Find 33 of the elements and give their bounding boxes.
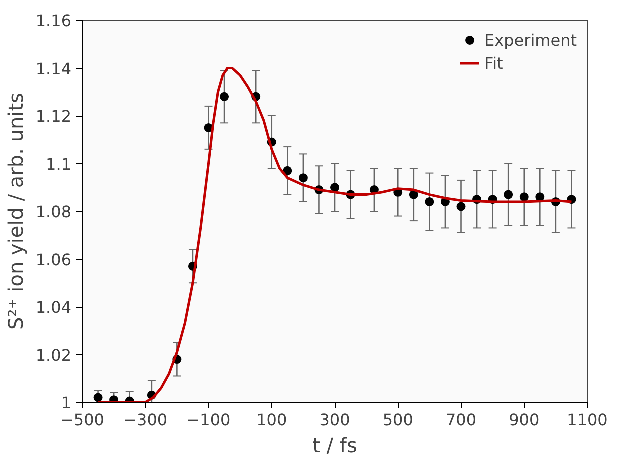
point: [409, 190, 418, 200]
point: [220, 92, 230, 102]
x-axis-title: t / fs: [312, 434, 358, 458]
point: [520, 192, 529, 202]
x-tick-label: −300: [124, 410, 168, 430]
y-tick-label: 1.12: [36, 107, 72, 126]
y-axis-title: S²⁺ ion yield / arb. units: [4, 93, 28, 330]
legend-label: Fit: [484, 54, 504, 72]
y-tick-label: 1.1: [46, 154, 72, 174]
x-tick-label: 300: [320, 410, 350, 430]
point: [110, 396, 119, 402]
y-tick-label: 1.16: [36, 12, 72, 30]
point: [298, 174, 308, 183]
y-tick-label: 1.06: [36, 250, 72, 270]
point: [504, 190, 514, 200]
point: [283, 166, 292, 176]
point: [94, 393, 103, 402]
x-tick-label: 700: [446, 410, 477, 430]
x-tick-label: 500: [382, 410, 414, 430]
y-tick-label: 1.04: [36, 298, 72, 317]
x-tick-label: 100: [256, 410, 288, 430]
point: [456, 202, 466, 212]
x-tick-label: 1100: [567, 410, 608, 430]
y-tick-label: 1: [61, 394, 72, 412]
y-tick-label: 1.14: [36, 59, 72, 78]
y-tick-label: 1.08: [36, 202, 72, 222]
x-tick-label: 900: [509, 410, 540, 430]
x-tick-label: −100: [186, 410, 231, 430]
legend-label: Experiment: [484, 30, 577, 50]
y-tick-label: 1.02: [36, 346, 72, 365]
point: [330, 183, 340, 192]
x-tick-label: −500: [60, 410, 104, 430]
point: [425, 197, 434, 206]
